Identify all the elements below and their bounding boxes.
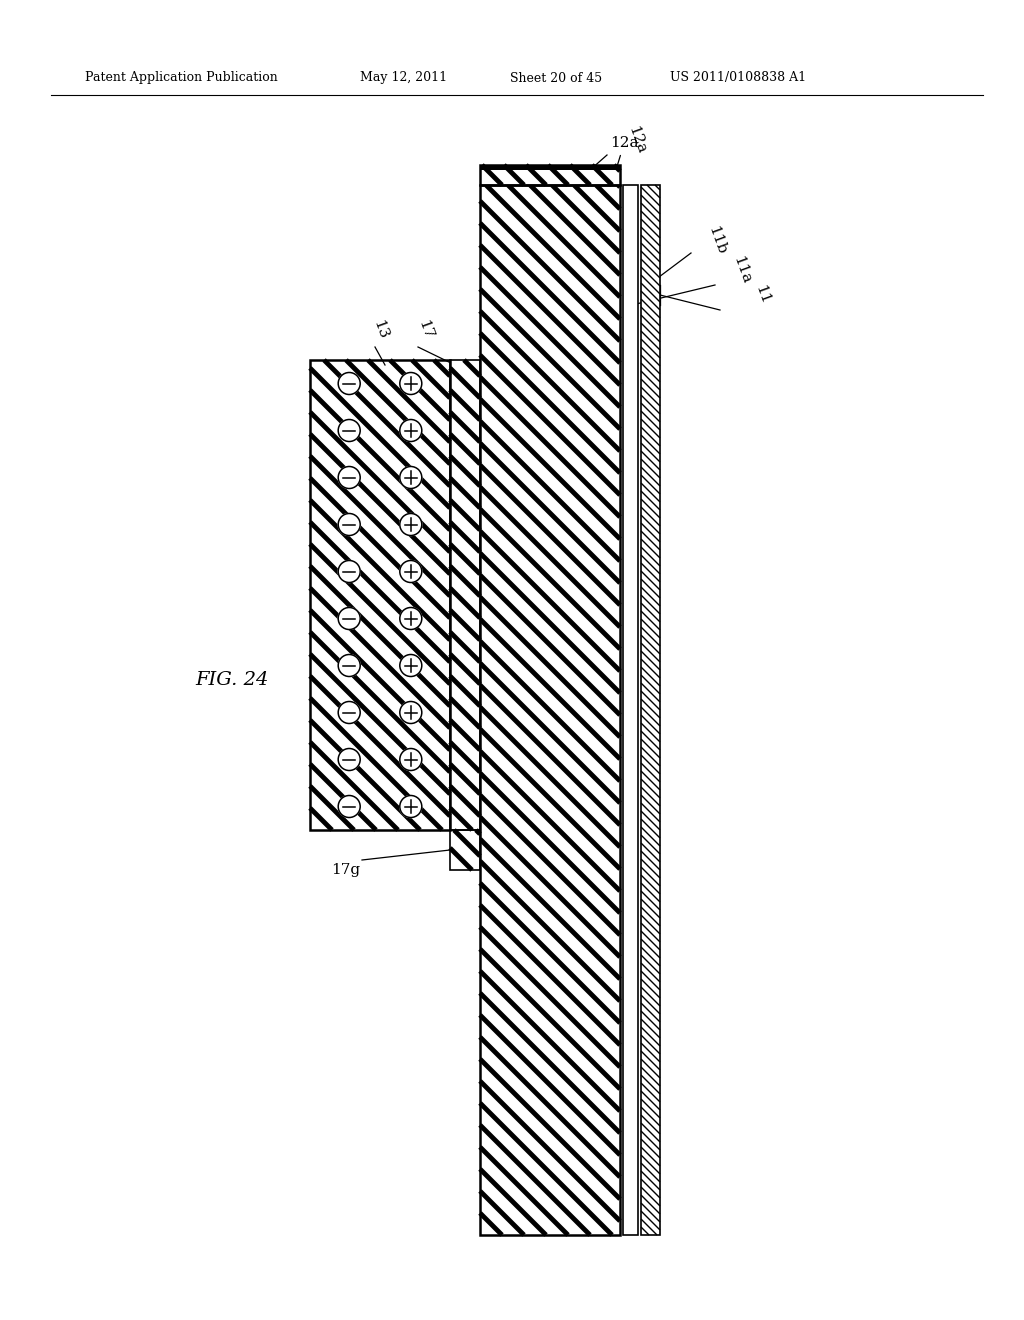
Circle shape bbox=[338, 748, 360, 771]
Text: Sheet 20 of 45: Sheet 20 of 45 bbox=[510, 71, 602, 84]
Circle shape bbox=[399, 655, 422, 676]
Text: 17g: 17g bbox=[331, 863, 360, 876]
Circle shape bbox=[338, 466, 360, 488]
Circle shape bbox=[399, 466, 422, 488]
Text: 12a: 12a bbox=[610, 136, 639, 170]
Bar bbox=[450, 360, 480, 830]
Circle shape bbox=[399, 372, 422, 395]
Bar bbox=[310, 360, 450, 830]
Text: 17: 17 bbox=[415, 318, 435, 342]
Text: 12a: 12a bbox=[625, 124, 648, 156]
Bar bbox=[623, 185, 638, 1236]
Bar bbox=[641, 185, 660, 1236]
Circle shape bbox=[399, 748, 422, 771]
Circle shape bbox=[338, 561, 360, 582]
Circle shape bbox=[399, 701, 422, 723]
Text: 11b: 11b bbox=[705, 224, 728, 256]
Circle shape bbox=[338, 701, 360, 723]
Text: May 12, 2011: May 12, 2011 bbox=[360, 71, 447, 84]
Circle shape bbox=[338, 513, 360, 536]
Text: FIG. 24: FIG. 24 bbox=[195, 671, 268, 689]
Circle shape bbox=[338, 607, 360, 630]
Circle shape bbox=[399, 561, 422, 582]
Text: 11a: 11a bbox=[730, 255, 753, 286]
Text: 11: 11 bbox=[752, 284, 772, 306]
Bar bbox=[480, 165, 620, 170]
Text: US 2011/0108838 A1: US 2011/0108838 A1 bbox=[670, 71, 806, 84]
Bar bbox=[310, 360, 450, 830]
Circle shape bbox=[399, 607, 422, 630]
Text: 13: 13 bbox=[370, 318, 390, 342]
Circle shape bbox=[338, 420, 360, 441]
Bar bbox=[450, 830, 480, 870]
Bar bbox=[641, 185, 660, 1236]
Bar bbox=[480, 185, 620, 1236]
Circle shape bbox=[338, 655, 360, 676]
Circle shape bbox=[338, 796, 360, 817]
Bar bbox=[450, 360, 480, 830]
Text: Patent Application Publication: Patent Application Publication bbox=[85, 71, 278, 84]
Bar bbox=[480, 165, 620, 185]
Circle shape bbox=[338, 372, 360, 395]
Bar bbox=[450, 830, 480, 870]
Circle shape bbox=[399, 513, 422, 536]
Circle shape bbox=[399, 796, 422, 817]
Circle shape bbox=[399, 420, 422, 441]
Bar bbox=[480, 165, 620, 185]
Bar bbox=[480, 185, 620, 1236]
